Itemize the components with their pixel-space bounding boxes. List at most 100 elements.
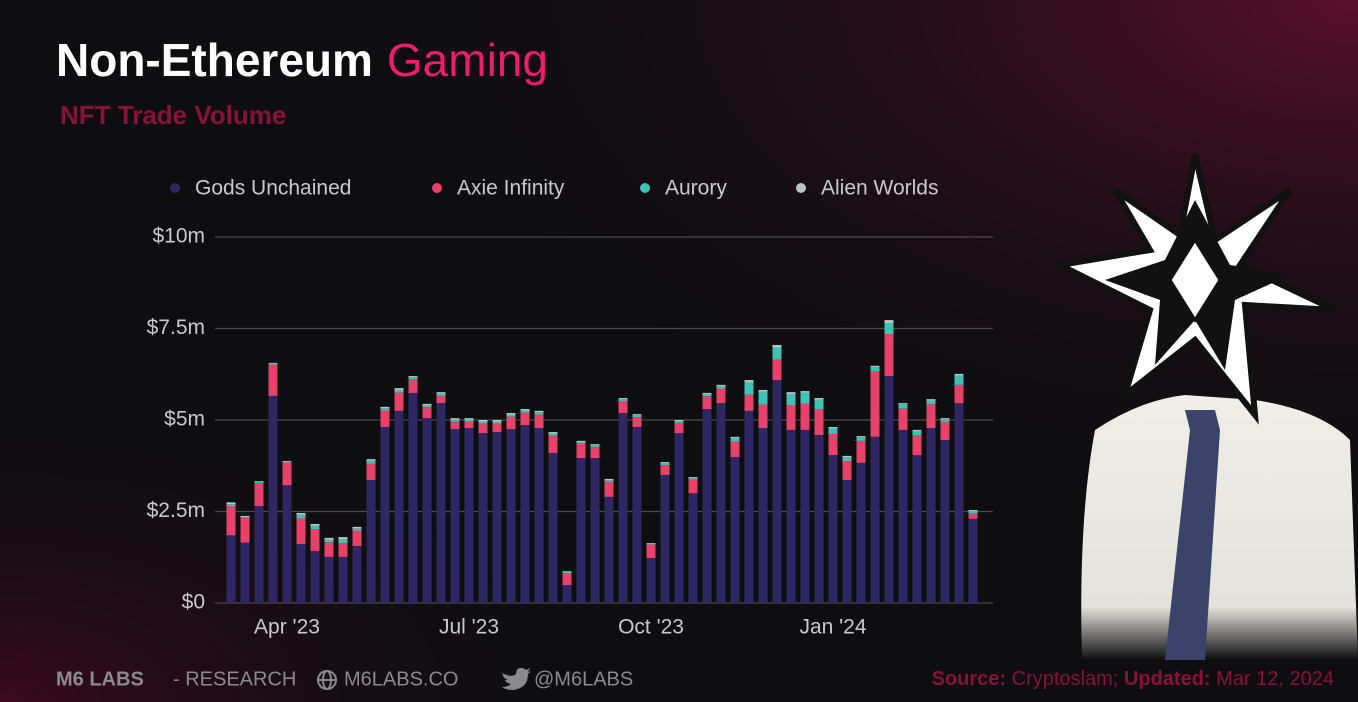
bar-segment	[338, 542, 348, 557]
y-tick-label: $0	[182, 591, 205, 614]
bar-segment	[366, 463, 376, 481]
bar-segment	[968, 510, 978, 512]
legend-marker	[170, 183, 180, 193]
legend-label: Aurory	[665, 177, 727, 200]
bar-segment	[828, 433, 838, 456]
bar-segment	[772, 359, 782, 381]
bar-segment	[282, 461, 292, 463]
bar-segment	[478, 421, 488, 424]
bar-segment	[380, 408, 390, 411]
bar-segment	[898, 408, 908, 430]
bar-segment	[520, 410, 530, 413]
title-main: Non-Ethereum	[56, 34, 373, 86]
bar-segment	[646, 543, 656, 545]
bar-segment	[338, 556, 348, 603]
bar-segment	[786, 429, 796, 603]
plot-area: $0 $2.5m $5m $7.5m $10m Apr '23 Jul '23 Oct '23…	[147, 225, 993, 639]
bar-segment	[954, 373, 964, 376]
legend-marker	[640, 183, 650, 193]
bar-segment	[464, 421, 474, 429]
bar-segment	[814, 399, 824, 410]
bar-segment	[492, 432, 502, 603]
bar-segment	[268, 395, 278, 603]
twitter: @M6LABS	[534, 668, 633, 690]
bar-segment	[590, 458, 600, 603]
bar-segment	[268, 364, 278, 396]
bar-segment	[856, 436, 866, 438]
bar-segment	[702, 409, 712, 603]
bar-segment	[912, 431, 922, 436]
bar-segment	[618, 400, 628, 414]
bar-segment	[730, 436, 740, 438]
bar-segment	[940, 421, 950, 441]
bar-segment	[450, 418, 460, 420]
footer: M6 LABS - RESEARCH M6LABS.CO @M6LABS Sou…	[56, 668, 1334, 690]
chart-subtitle: NFT Trade Volume	[60, 100, 286, 130]
y-tick-label: $2.5m	[147, 499, 205, 522]
bar-segment	[758, 404, 768, 429]
bar-segment	[758, 428, 768, 603]
bar-segment	[422, 405, 432, 408]
bar-segment	[674, 433, 684, 603]
bar-segment	[968, 511, 978, 514]
bar-segment	[436, 403, 446, 603]
bar-segment	[576, 458, 586, 603]
bar-segment	[604, 481, 614, 497]
x-tick-label: Jan '24	[799, 616, 866, 639]
bar-segment	[968, 513, 978, 519]
bar-segment	[842, 457, 852, 461]
bar-segment	[744, 382, 754, 395]
bar-segment	[618, 399, 628, 401]
bar-segment	[786, 394, 796, 405]
legend-label: Alien Worlds	[821, 177, 939, 200]
bar-segment	[324, 539, 334, 543]
bar-segment	[618, 398, 628, 400]
twitter-icon	[502, 668, 531, 690]
bar-segment	[702, 396, 712, 410]
bar-segment	[898, 429, 908, 603]
bar-segment	[716, 388, 726, 404]
bar-segment	[534, 412, 544, 415]
source-label: Source:	[932, 668, 1006, 690]
bar-segment	[268, 363, 278, 365]
bar-segment	[408, 392, 418, 603]
bar-segment	[730, 456, 740, 603]
bar-segment	[814, 409, 824, 436]
bar-segment	[240, 517, 250, 543]
bar-segment	[394, 392, 404, 411]
bar-segment	[282, 485, 292, 603]
source-line: Source: Cryptoslam; Updated: Mar 12, 202…	[932, 668, 1334, 690]
brand: M6 LABS	[56, 668, 144, 690]
updated-label: Updated:	[1124, 668, 1211, 690]
bar-segment	[716, 384, 726, 386]
legend: Gods Unchained Axie Infinity Aurory Alien W…	[170, 177, 939, 200]
brand-suffix: - RESEARCH	[173, 668, 296, 690]
y-tick-label: $5m	[164, 408, 205, 431]
bar-segment	[254, 481, 264, 483]
bar-segment	[660, 465, 670, 475]
bar-segment	[464, 428, 474, 603]
bar-segment	[436, 392, 446, 394]
bar-segment	[646, 542, 656, 544]
bar-segment	[254, 482, 264, 507]
bar-segment	[324, 537, 334, 540]
bar-segment	[450, 419, 460, 422]
bar-segment	[632, 414, 642, 416]
bar-segment	[926, 400, 936, 405]
bar-segment	[240, 516, 250, 518]
legend-marker	[432, 183, 442, 193]
bar-segment	[324, 542, 334, 557]
y-tick-label: $7.5m	[147, 316, 205, 339]
bar-segment	[800, 403, 810, 430]
legend-marker	[796, 183, 806, 193]
bar-segment	[352, 530, 362, 546]
website: M6LABS.CO	[344, 668, 458, 690]
bar-segment	[450, 429, 460, 603]
bar-segment	[758, 389, 768, 392]
bar-segment	[240, 542, 250, 603]
bar-segment	[548, 452, 558, 603]
bar-segment	[478, 420, 488, 422]
bar-segment	[842, 455, 852, 458]
bar-segment	[226, 506, 236, 536]
bar-segment	[716, 403, 726, 603]
